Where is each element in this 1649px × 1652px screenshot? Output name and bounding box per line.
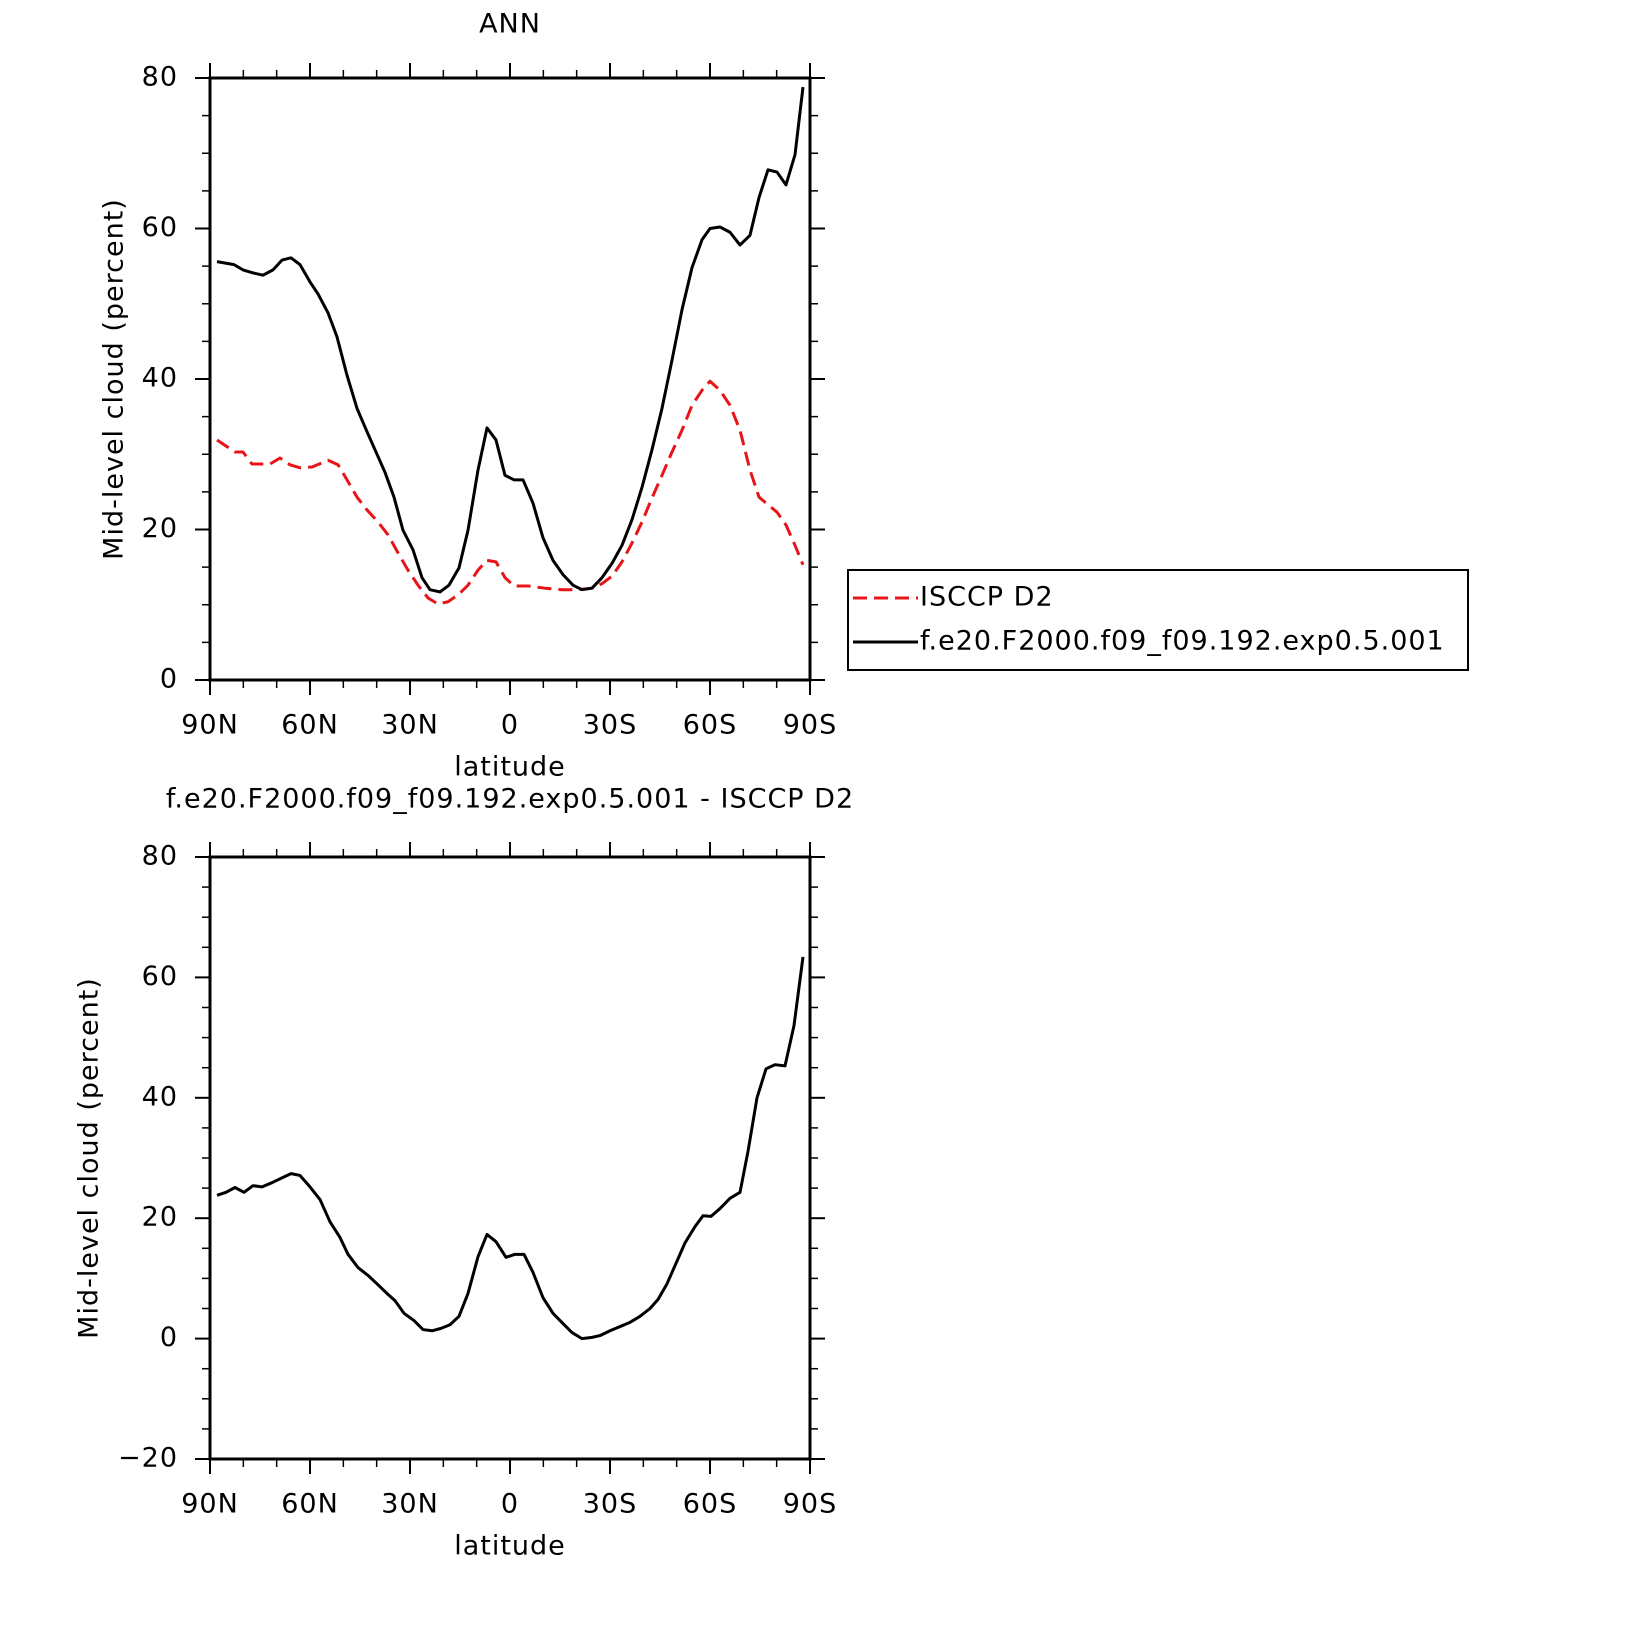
y-tick-label: −20 [118, 1443, 178, 1474]
x-axis-label: latitude [454, 752, 566, 783]
x-tick-label: 60S [683, 710, 738, 741]
y-tick-label: 20 [142, 1202, 178, 1233]
y-tick-label: 80 [142, 841, 178, 872]
legend-box [847, 569, 1469, 671]
y-tick-label: 40 [142, 363, 178, 394]
y-tick-label: 0 [160, 664, 178, 695]
x-tick-label: 90N [181, 1489, 239, 1520]
x-tick-label: 60S [683, 1489, 738, 1520]
y-tick-label: 80 [142, 62, 178, 93]
x-tick-label: 90S [783, 1489, 838, 1520]
y-tick-label: 40 [142, 1081, 178, 1112]
chart-title: ANN [479, 9, 541, 40]
plot-frame [208, 855, 812, 1461]
x-tick-label: 30S [583, 710, 638, 741]
plot-frame [208, 76, 812, 682]
y-tick-label: 0 [160, 1322, 178, 1353]
x-tick-label: 60N [281, 1489, 339, 1520]
y-axis-label: Mid-level cloud (percent) [99, 198, 130, 560]
legend-label: ISCCP D2 [920, 582, 1054, 613]
x-tick-label: 60N [281, 710, 339, 741]
y-tick-label: 60 [142, 961, 178, 992]
data-line [216, 956, 805, 1341]
x-tick-label: 0 [501, 710, 519, 741]
x-tick-label: 0 [501, 1489, 519, 1520]
x-tick-label: 30N [381, 710, 439, 741]
data-line [216, 379, 805, 606]
x-axis-label: latitude [454, 1531, 566, 1562]
legend-label: f.e20.F2000.f09_f09.192.exp0.5.001 [920, 626, 1445, 657]
x-tick-label: 30N [381, 1489, 439, 1520]
x-tick-label: 30S [583, 1489, 638, 1520]
data-line [216, 86, 805, 594]
y-tick-label: 60 [142, 212, 178, 243]
x-tick-label: 90S [783, 710, 838, 741]
y-axis-label: Mid-level cloud (percent) [74, 977, 105, 1339]
y-tick-label: 20 [142, 513, 178, 544]
chart-title: f.e20.F2000.f09_f09.192.exp0.5.001 - ISC… [166, 784, 854, 815]
x-tick-label: 90N [181, 710, 239, 741]
